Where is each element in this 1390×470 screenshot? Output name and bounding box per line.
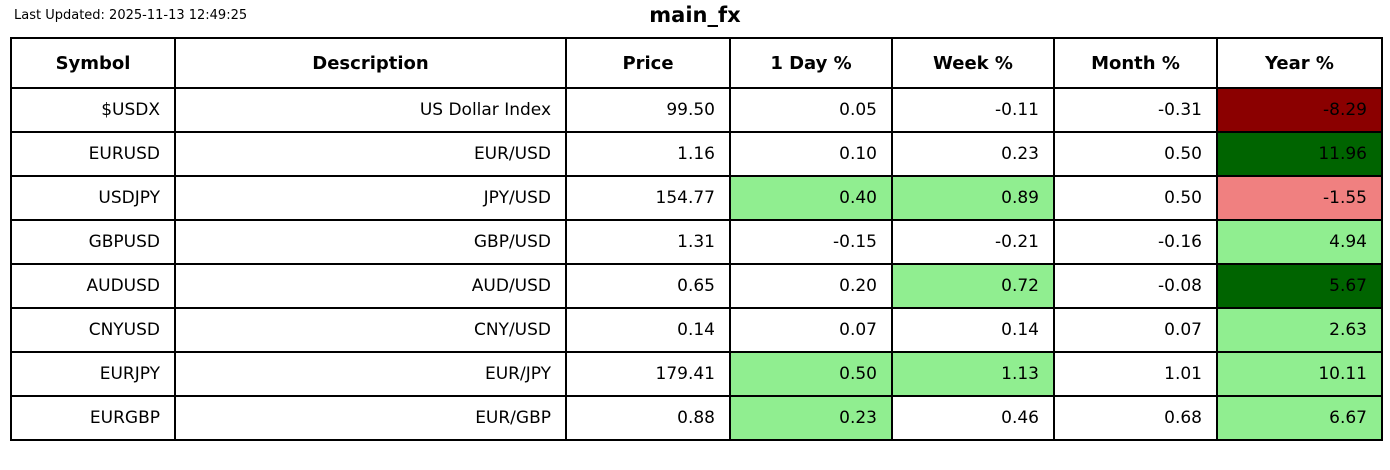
cell-symbol: USDJPY <box>10 175 176 221</box>
cell-price: 0.14 <box>565 307 731 353</box>
column-header-month-pct: Month % <box>1053 37 1218 89</box>
table-body: $USDX US Dollar Index 99.50 0.05 -0.11 -0.31-… <box>10 87 1383 441</box>
cell-week-pct: -0.21 <box>891 219 1055 265</box>
cell-week-pct: -0.11 <box>891 87 1055 133</box>
cell-year-pct: 6.67 <box>1216 395 1383 441</box>
cell-day-pct: 0.40 <box>729 175 893 221</box>
cell-month-pct: 0.50 <box>1053 131 1218 177</box>
cell-year-pct: 2.63 <box>1216 307 1383 353</box>
cell-description: EUR/USD <box>174 131 567 177</box>
column-header-description: Description <box>174 37 567 89</box>
cell-year-pct: 5.67 <box>1216 263 1383 309</box>
table-row: GBPUSD GBP/USD 1.31 -0.15 -0.21 -0.16 4.94 <box>10 219 1383 265</box>
cell-month-pct: -0.31 <box>1053 87 1218 133</box>
table-row: CNYUSD CNY/USD 0.14 0.07 0.14 0.07 2.63 <box>10 307 1383 353</box>
cell-description: EUR/GBP <box>174 395 567 441</box>
cell-symbol: $USDX <box>10 87 176 133</box>
column-header-week-pct: Week % <box>891 37 1055 89</box>
cell-day-pct: 0.05 <box>729 87 893 133</box>
cell-description: US Dollar Index <box>174 87 567 133</box>
last-updated-label: Last Updated: 2025-11-13 12:49:25 <box>14 8 248 23</box>
table-row: EURUSD EUR/USD 1.16 0.10 0.23 0.50 11.96 <box>10 131 1383 177</box>
cell-month-pct: -0.16 <box>1053 219 1218 265</box>
cell-symbol: CNYUSD <box>10 307 176 353</box>
cell-description: JPY/USD <box>174 175 567 221</box>
cell-symbol: GBPUSD <box>10 219 176 265</box>
cell-year-pct: -1.55 <box>1216 175 1383 221</box>
column-header-symbol: Symbol <box>10 37 176 89</box>
cell-day-pct: -0.15 <box>729 219 893 265</box>
table-row: USDJPY JPY/USD 154.77 0.40 0.89 0.50 -1.55 <box>10 175 1383 221</box>
cell-week-pct: 0.46 <box>891 395 1055 441</box>
cell-month-pct: 0.50 <box>1053 175 1218 221</box>
cell-symbol: EURUSD <box>10 131 176 177</box>
cell-year-pct: 11.96 <box>1216 131 1383 177</box>
cell-price: 99.50 <box>565 87 731 133</box>
cell-month-pct: 0.68 <box>1053 395 1218 441</box>
cell-symbol: EURGBP <box>10 395 176 441</box>
cell-week-pct: 0.72 <box>891 263 1055 309</box>
cell-price: 1.16 <box>565 131 731 177</box>
header-row: Symbol Description Price 1 Day % Week % Month… <box>10 37 1383 89</box>
cell-description: EUR/JPY <box>174 351 567 397</box>
cell-day-pct: 0.50 <box>729 351 893 397</box>
cell-description: CNY/USD <box>174 307 567 353</box>
cell-price: 154.77 <box>565 175 731 221</box>
table-head: Symbol Description Price 1 Day % Week % Month… <box>10 37 1383 89</box>
cell-year-pct: -8.29 <box>1216 87 1383 133</box>
column-header-price: Price <box>565 37 731 89</box>
column-header-day-pct: 1 Day % <box>729 37 893 89</box>
fx-table: Symbol Description Price 1 Day % Week % Month… <box>10 37 1383 441</box>
table-row: AUDUSD AUD/USD 0.65 0.20 0.72 -0.08 5.67 <box>10 263 1383 309</box>
cell-price: 1.31 <box>565 219 731 265</box>
cell-week-pct: 0.14 <box>891 307 1055 353</box>
page-title: main_fx <box>649 3 741 27</box>
cell-day-pct: 0.07 <box>729 307 893 353</box>
cell-year-pct: 10.11 <box>1216 351 1383 397</box>
column-header-year-pct: Year % <box>1216 37 1383 89</box>
cell-month-pct: 1.01 <box>1053 351 1218 397</box>
cell-symbol: AUDUSD <box>10 263 176 309</box>
cell-year-pct: 4.94 <box>1216 219 1383 265</box>
table-row: EURJPY EUR/JPY 179.41 0.50 1.13 1.01 10.11 <box>10 351 1383 397</box>
cell-day-pct: 0.10 <box>729 131 893 177</box>
cell-week-pct: 0.89 <box>891 175 1055 221</box>
cell-month-pct: 0.07 <box>1053 307 1218 353</box>
cell-description: AUD/USD <box>174 263 567 309</box>
table-row: EURGBP EUR/GBP 0.88 0.23 0.46 0.68 6.67 <box>10 395 1383 441</box>
cell-price: 0.65 <box>565 263 731 309</box>
cell-day-pct: 0.23 <box>729 395 893 441</box>
cell-symbol: EURJPY <box>10 351 176 397</box>
cell-description: GBP/USD <box>174 219 567 265</box>
cell-week-pct: 0.23 <box>891 131 1055 177</box>
cell-month-pct: -0.08 <box>1053 263 1218 309</box>
cell-week-pct: 1.13 <box>891 351 1055 397</box>
cell-price: 179.41 <box>565 351 731 397</box>
cell-day-pct: 0.20 <box>729 263 893 309</box>
table-row: $USDX US Dollar Index 99.50 0.05 -0.11 -0.31-… <box>10 87 1383 133</box>
cell-price: 0.88 <box>565 395 731 441</box>
